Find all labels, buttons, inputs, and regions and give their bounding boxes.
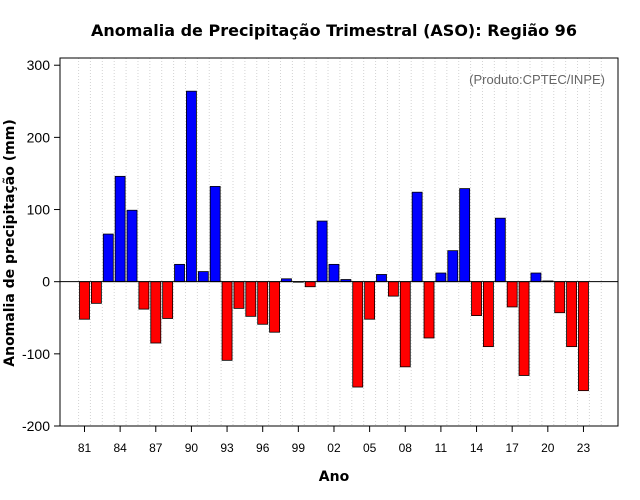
bar-2013: [459, 188, 471, 283]
bar-1990: [186, 90, 197, 283]
bar-2008: [399, 281, 411, 368]
grid-lines: [78, 58, 602, 426]
x-tick-label: 17: [506, 441, 520, 455]
bar-2019: [530, 272, 542, 283]
bar-1995: [245, 281, 257, 317]
bar-1986: [138, 281, 150, 310]
bar-1997: [269, 281, 280, 333]
bar-1989: [174, 263, 185, 283]
y-axis-label: Anomalia de precipitação (mm): [2, 119, 18, 366]
bar-2004: [352, 281, 364, 388]
bar-1982: [90, 281, 102, 304]
bar-2022: [566, 281, 577, 348]
y-tick-label: -100: [22, 346, 50, 362]
bar-1988: [162, 281, 174, 319]
bar-1981: [79, 281, 90, 320]
chart-title: Anomalia de Precipitação Trimestral (ASO…: [91, 21, 577, 40]
x-tick-label: 05: [363, 441, 377, 455]
y-tick-label: -200: [22, 418, 50, 434]
bar-1985: [126, 209, 138, 283]
bar-1994: [233, 281, 245, 309]
x-tick-label: 99: [292, 441, 306, 455]
x-tick-label: 81: [78, 441, 92, 455]
bar-1991: [197, 271, 209, 283]
bar-2009: [411, 191, 423, 283]
y-tick-label: 300: [27, 57, 51, 73]
bar-2017: [506, 281, 518, 308]
bar-1993: [221, 281, 233, 361]
source-annotation: (Produto:CPTEC/INPE): [469, 72, 605, 87]
y-axis-ticks: -200 -100 0 100 200 300: [22, 57, 60, 434]
bar-1996: [257, 281, 269, 325]
x-tick-label: 20: [541, 441, 555, 455]
bar-2006: [376, 274, 387, 283]
x-tick-label: 84: [113, 441, 127, 455]
bar-2023: [578, 281, 589, 392]
bars: [79, 90, 589, 392]
y-tick-label: 200: [27, 129, 51, 145]
bar-2011: [435, 272, 447, 283]
bar-1984: [114, 175, 126, 283]
plot-frame: [59, 57, 619, 427]
y-tick-label: 0: [42, 274, 50, 290]
bar-1987: [150, 281, 162, 344]
x-tick-label: 08: [399, 441, 413, 455]
bar-2007: [387, 281, 399, 297]
x-tick-label: 93: [220, 441, 234, 455]
bar-2015: [483, 281, 494, 348]
x-tick-label: 96: [256, 441, 270, 455]
x-tick-label: 11: [435, 441, 448, 455]
bar-2012: [447, 250, 459, 283]
bar-1983: [102, 233, 114, 283]
bar-2005: [364, 281, 376, 320]
x-tick-label: 02: [327, 441, 341, 455]
x-tick-label: 23: [577, 441, 591, 455]
y-tick-label: 100: [27, 202, 51, 218]
bar-2000: [304, 281, 316, 288]
bar-2016: [494, 217, 506, 283]
bar-2010: [423, 281, 435, 339]
bar-2001: [316, 220, 328, 283]
bar-1992: [209, 186, 221, 283]
bar-2014: [471, 281, 482, 317]
x-axis-label: Ano: [319, 469, 350, 485]
x-axis-ticks: 81 84 87 90 93 96 99 02 05 08 11 14 17 20 23: [78, 426, 591, 455]
bar-2018: [518, 281, 530, 376]
bar-2002: [328, 263, 340, 283]
x-tick-label: 90: [185, 441, 199, 455]
bar-2021: [554, 281, 566, 314]
x-tick-label: 87: [149, 441, 163, 455]
x-tick-label: 14: [470, 441, 484, 455]
